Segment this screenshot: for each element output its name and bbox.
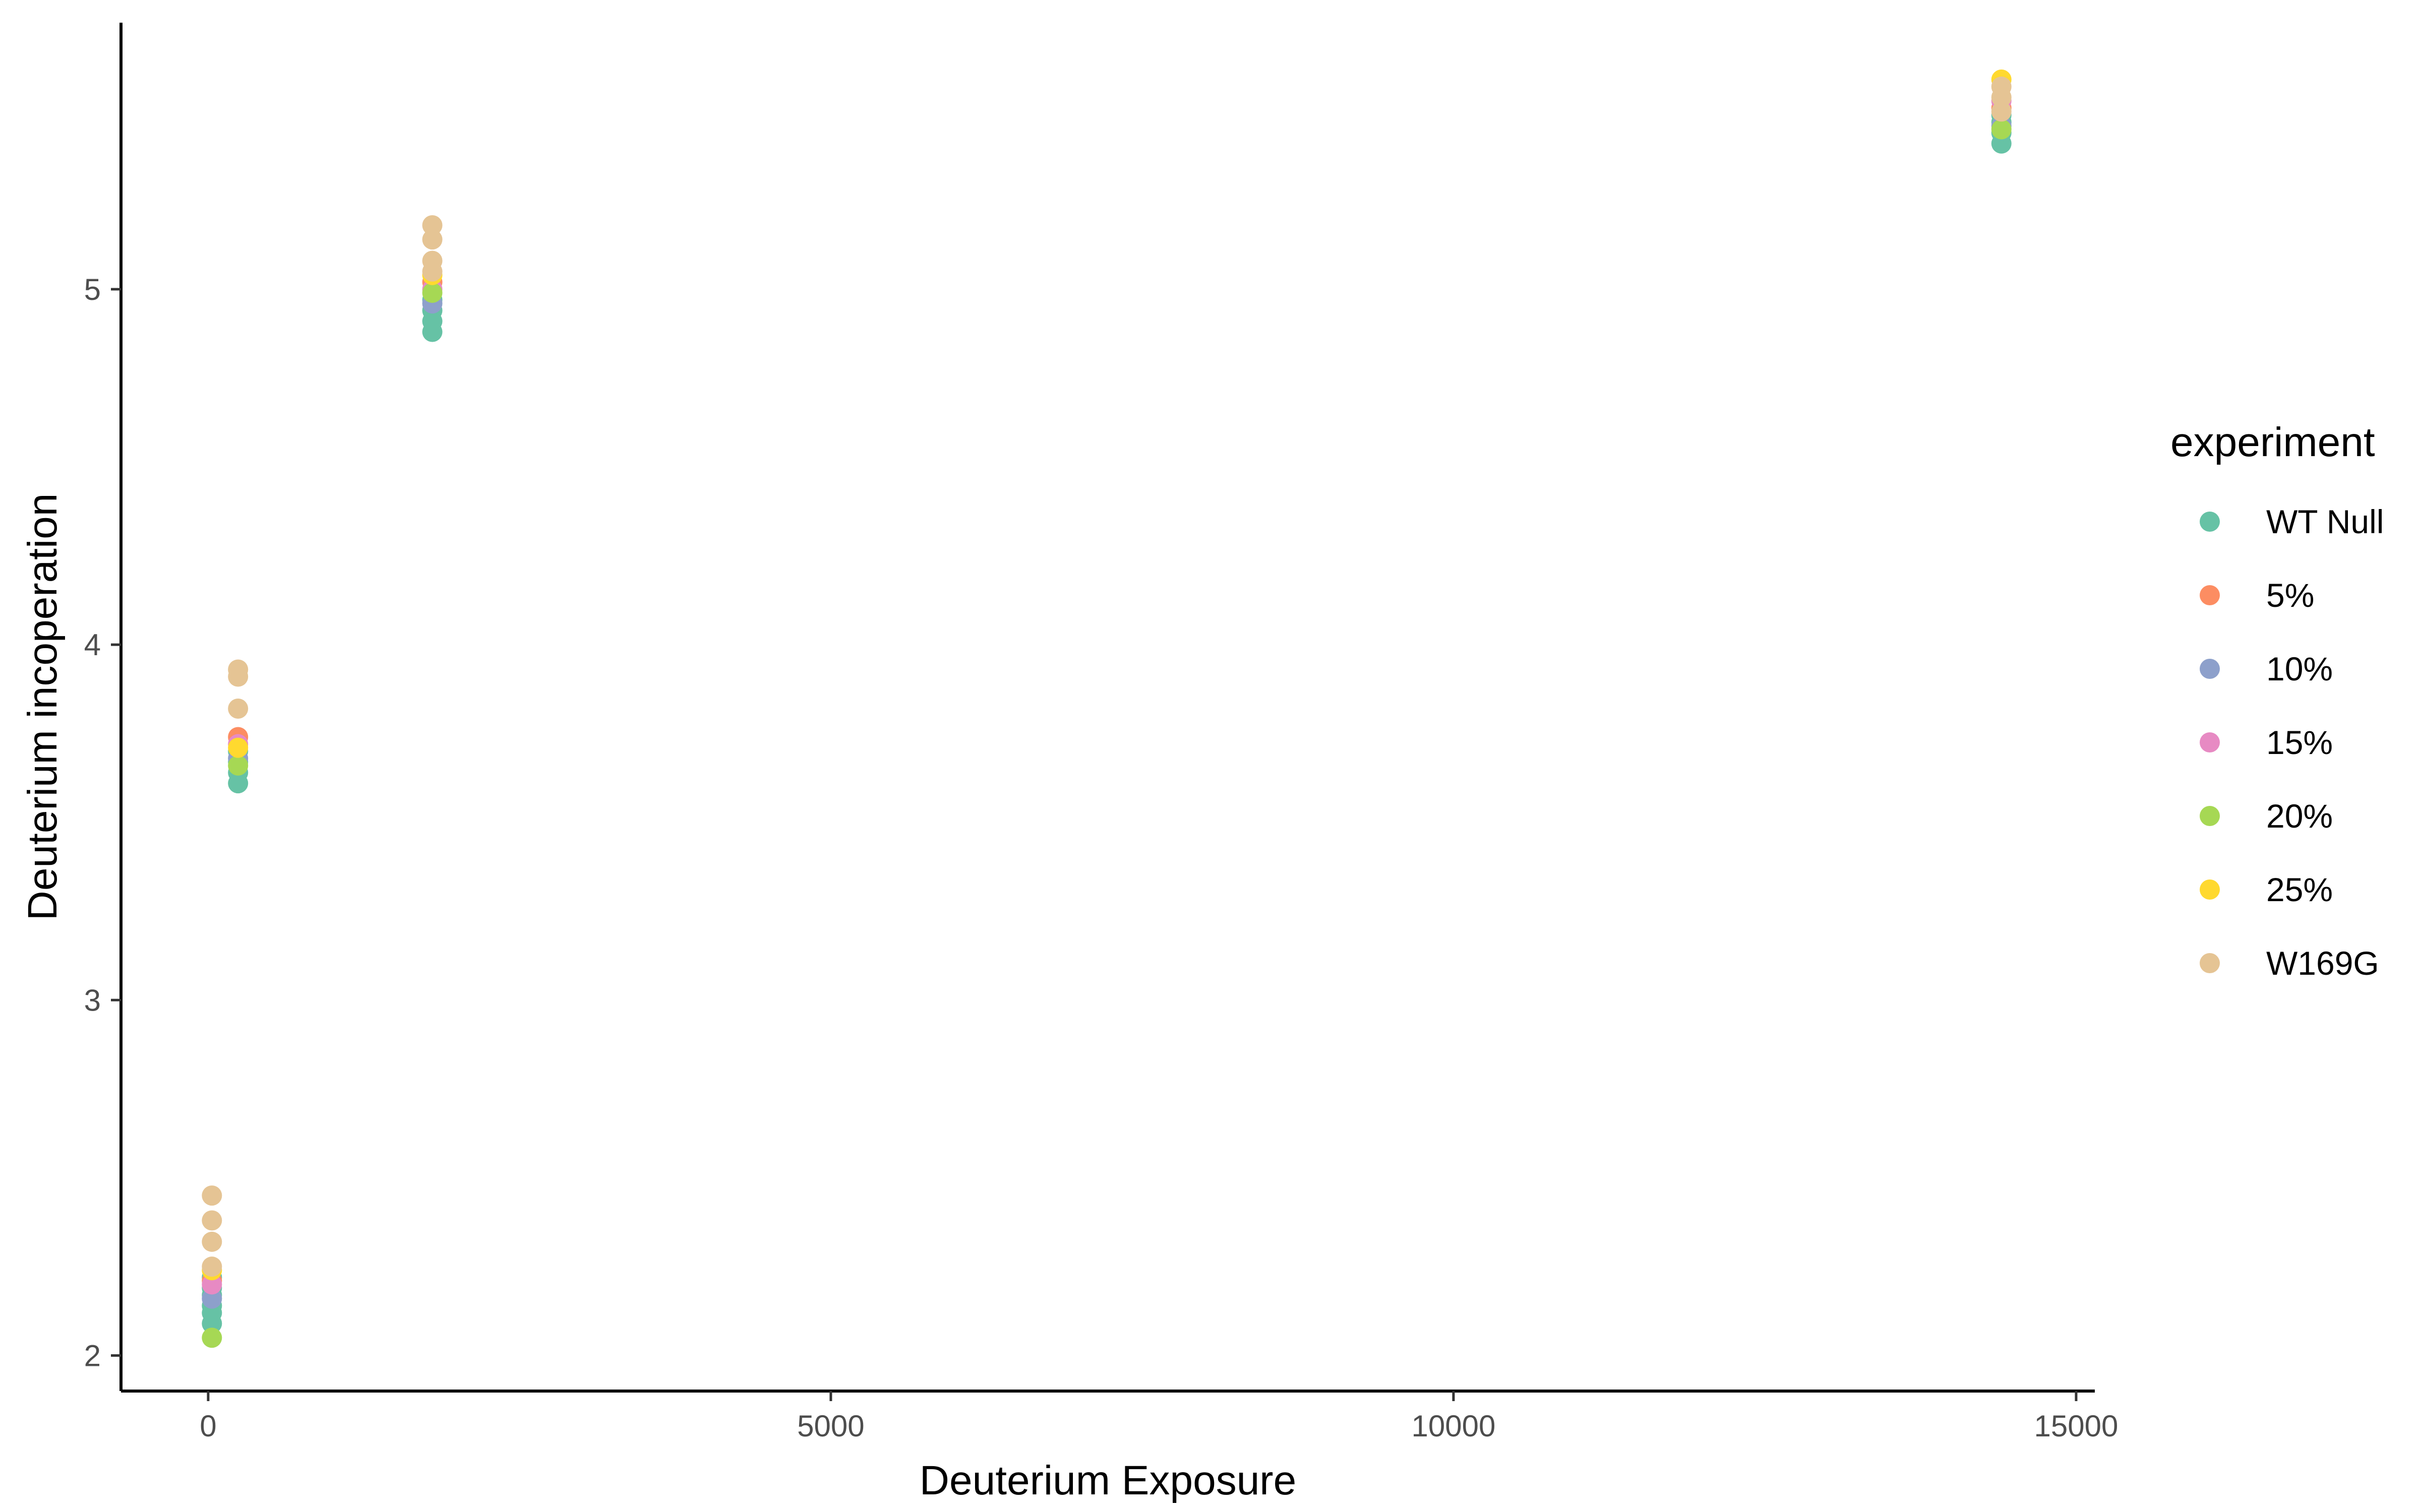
data-point bbox=[202, 1185, 222, 1206]
data-point bbox=[422, 229, 443, 250]
series-w169g bbox=[202, 76, 2012, 1277]
plot-layer bbox=[202, 69, 2012, 1348]
legend-label: W169G bbox=[2266, 944, 2379, 982]
data-point bbox=[1991, 119, 2012, 140]
legend-label: 15% bbox=[2266, 724, 2333, 761]
data-point bbox=[202, 1288, 222, 1309]
legend-key bbox=[2200, 512, 2220, 532]
x-tick-label: 10000 bbox=[1412, 1409, 1496, 1443]
legend-key bbox=[2200, 659, 2220, 679]
series-20 bbox=[202, 119, 2012, 1348]
legend-item: WT Null bbox=[2200, 503, 2384, 540]
x-axis-title: Deuterium Exposure bbox=[920, 1458, 1296, 1503]
y-tick-label: 5 bbox=[84, 273, 101, 306]
legend-label: 25% bbox=[2266, 871, 2333, 908]
legend-label: 10% bbox=[2266, 650, 2333, 687]
legend-label: 5% bbox=[2266, 577, 2314, 614]
data-point bbox=[422, 282, 443, 303]
legend-title: experiment bbox=[2170, 419, 2375, 465]
x-tick-label: 0 bbox=[200, 1409, 216, 1443]
y-tick-label: 4 bbox=[84, 628, 101, 662]
legend-item: 25% bbox=[2200, 871, 2333, 908]
axes-layer: 0 5000 10000 15000 2 3 4 5 Deuterium Exposure Deu… bbox=[20, 23, 2118, 1503]
series-10 bbox=[202, 115, 2012, 1309]
data-point bbox=[202, 1231, 222, 1252]
y-axis-title: Deuterium incoperation bbox=[20, 493, 66, 921]
legend-item: W169G bbox=[2200, 944, 2379, 982]
series-15 bbox=[202, 91, 2012, 1295]
data-point bbox=[202, 1256, 222, 1277]
legend-key bbox=[2200, 806, 2220, 826]
legend-label: WT Null bbox=[2266, 503, 2384, 540]
y-tick-label: 2 bbox=[84, 1339, 101, 1372]
data-point bbox=[202, 1210, 222, 1231]
data-point bbox=[228, 737, 249, 758]
x-tick-label: 15000 bbox=[2034, 1409, 2119, 1443]
series-wt-null bbox=[202, 105, 2012, 1334]
legend-label: 20% bbox=[2266, 797, 2333, 835]
data-point bbox=[422, 215, 443, 235]
legend-key bbox=[2200, 732, 2220, 752]
legend-key bbox=[2200, 585, 2220, 605]
data-point bbox=[228, 659, 249, 680]
data-point bbox=[422, 250, 443, 271]
legend: experiment WT Null 5% 10% 15% 20% 25% W169G bbox=[2170, 419, 2384, 982]
data-point bbox=[1991, 76, 2012, 97]
legend-key bbox=[2200, 879, 2220, 900]
series-25 bbox=[202, 69, 2012, 1281]
legend-item: 15% bbox=[2200, 724, 2333, 761]
y-tick-label: 3 bbox=[84, 983, 101, 1017]
data-point bbox=[202, 1274, 222, 1295]
legend-key bbox=[2200, 953, 2220, 973]
series-5 bbox=[202, 98, 2012, 1291]
data-point bbox=[1991, 101, 2012, 122]
legend-item: 20% bbox=[2200, 797, 2333, 835]
legend-item: 5% bbox=[2200, 577, 2314, 614]
data-point bbox=[228, 755, 249, 776]
data-point bbox=[202, 1328, 222, 1348]
legend-item: 10% bbox=[2200, 650, 2333, 687]
x-tick-label: 5000 bbox=[797, 1409, 864, 1443]
data-point bbox=[228, 699, 249, 719]
